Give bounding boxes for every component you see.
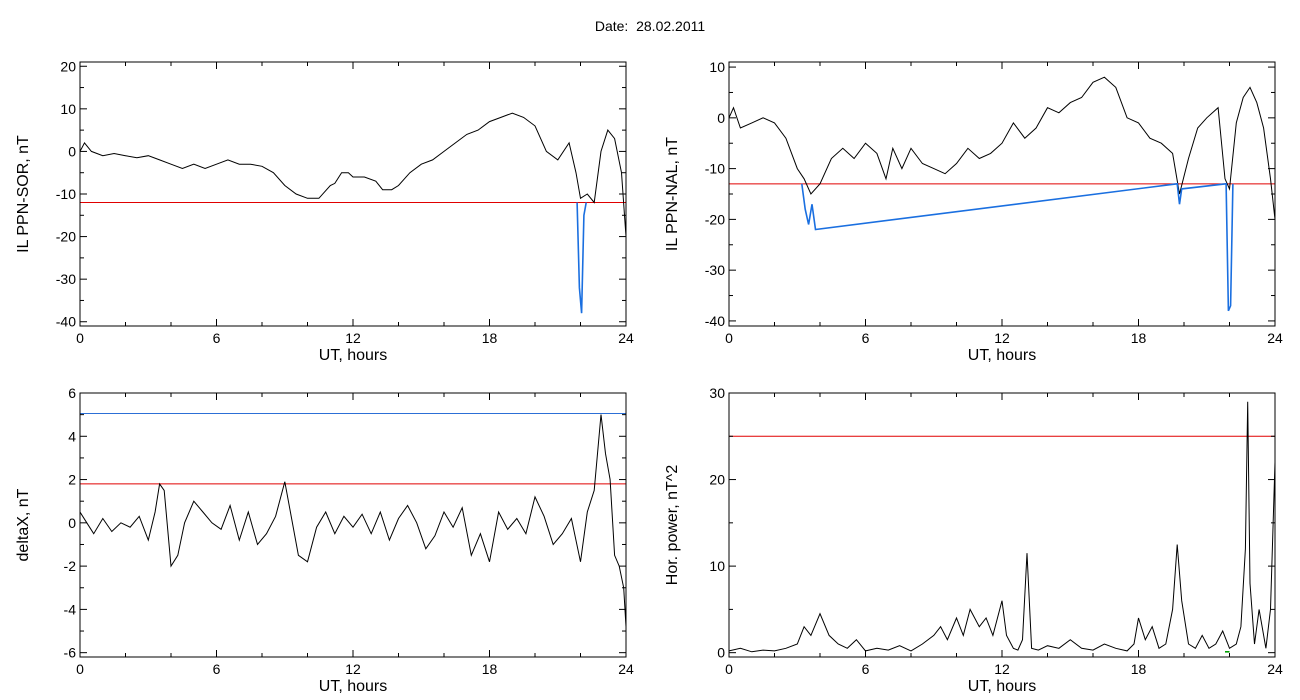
y-tick-label: -10 xyxy=(705,161,725,177)
y-tick-label: -10 xyxy=(56,186,76,202)
x-tick-label: 18 xyxy=(1131,661,1147,677)
y-tick-label: 0 xyxy=(717,110,725,126)
y-axis-label: deltaX, nT xyxy=(15,488,32,561)
y-tick-label: 4 xyxy=(68,428,76,444)
date-label: Date: xyxy=(594,18,629,34)
plot-frame xyxy=(79,61,627,327)
x-axis-label: UT, hours xyxy=(968,678,1036,695)
x-tick-label: 24 xyxy=(618,661,634,677)
x-tick-label: 6 xyxy=(862,330,870,346)
y-tick-label: 0 xyxy=(68,143,76,159)
x-axis-label: UT, hours xyxy=(968,347,1036,364)
chart-panel-4: 0 6 12 18 24 0 10 20 30 UT, hours Hor. power, nT^2 xyxy=(664,385,1283,695)
x-tick-label: 24 xyxy=(1267,330,1283,346)
x-tick-label: 0 xyxy=(76,661,84,677)
y-tick-label: 10 xyxy=(60,101,76,117)
x-tick-label: 12 xyxy=(345,330,361,346)
x-axis-label: UT, hours xyxy=(319,678,387,695)
series-line-2 xyxy=(576,202,587,314)
y-tick-label: -20 xyxy=(56,229,76,245)
x-tick-label: 0 xyxy=(725,330,733,346)
series-line-1 xyxy=(80,414,626,627)
y-tick-label: -30 xyxy=(705,262,725,278)
y-tick-label: 0 xyxy=(68,515,76,531)
y-tick-label: 30 xyxy=(709,385,725,401)
y-tick-label: -2 xyxy=(64,558,77,574)
y-axis-label: Hor. power, nT^2 xyxy=(664,465,681,586)
y-axis-label: IL PPN-SOR, nT xyxy=(15,135,32,253)
y-tick-label: 0 xyxy=(717,645,725,661)
page-title: Date: 28.02.2011 xyxy=(0,18,1300,34)
series-line-1 xyxy=(729,76,1275,220)
x-axis-label: UT, hours xyxy=(319,347,387,364)
x-tick-label: 18 xyxy=(482,661,498,677)
chart-panel-2: 0 6 12 18 24 -40 -30 -20 -10 0 10 UT, hours IL PPN-N… xyxy=(664,59,1283,364)
y-tick-label: 10 xyxy=(709,558,725,574)
series-line-1 xyxy=(80,112,626,237)
plot-frame xyxy=(728,392,1276,658)
y-tick-label: 20 xyxy=(60,58,76,74)
y-tick-label: -4 xyxy=(64,601,77,617)
x-tick-label: 0 xyxy=(76,330,84,346)
y-tick-label: 6 xyxy=(68,385,76,401)
y-axis-label: IL PPN-NAL, nT xyxy=(664,137,681,251)
x-tick-label: 18 xyxy=(1131,330,1147,346)
chart-panel-1: 0 6 12 18 24 -40 -30 -20 -10 0 10 20 UT, hours IL PPN… xyxy=(15,58,634,364)
x-tick-label: 24 xyxy=(618,330,634,346)
series-line-1 xyxy=(729,401,1275,653)
x-tick-label: 12 xyxy=(994,661,1010,677)
y-tick-label: -30 xyxy=(56,271,76,287)
x-tick-label: 6 xyxy=(213,330,221,346)
y-tick-label: 2 xyxy=(68,472,76,488)
x-tick-label: 24 xyxy=(1267,661,1283,677)
x-tick-label: 18 xyxy=(482,330,498,346)
date-value: 28.02.2011 xyxy=(636,18,706,34)
x-tick-label: 6 xyxy=(862,661,870,677)
x-tick-label: 12 xyxy=(345,661,361,677)
x-tick-label: 12 xyxy=(994,330,1010,346)
plot-frame xyxy=(79,392,627,658)
x-tick-label: 6 xyxy=(213,661,221,677)
y-tick-label: -40 xyxy=(705,313,725,329)
x-tick-label: 0 xyxy=(725,661,733,677)
y-tick-label: 20 xyxy=(709,472,725,488)
y-tick-label: -20 xyxy=(705,211,725,227)
y-tick-label: 10 xyxy=(709,59,725,75)
y-tick-label: -40 xyxy=(56,314,76,330)
series-line-2 xyxy=(801,182,1234,312)
y-tick-label: -6 xyxy=(64,645,77,661)
